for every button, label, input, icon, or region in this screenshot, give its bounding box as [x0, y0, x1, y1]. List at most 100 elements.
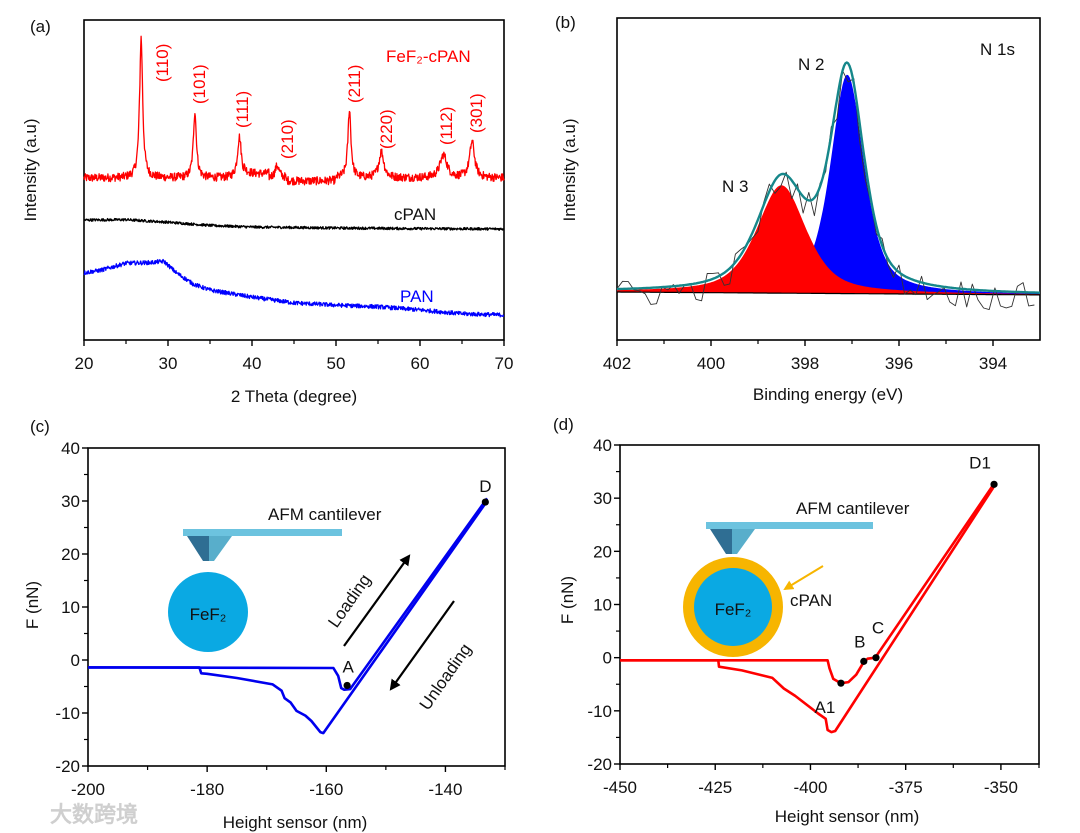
- y-tick-label: 0: [603, 649, 612, 668]
- peak-label: (211): [345, 65, 364, 103]
- y-tick-label: 40: [61, 439, 80, 458]
- peak-label: (110): [153, 44, 172, 82]
- point-a1: [837, 679, 845, 687]
- y-axis-title: Intensity (a.u): [560, 119, 579, 222]
- point-d: [481, 498, 489, 506]
- y-axis-title: Intensity (a.u): [21, 119, 40, 222]
- y-tick-label: 30: [593, 489, 612, 508]
- y-tick-label: -10: [55, 704, 80, 723]
- cantilever-label: AFM cantilever: [796, 499, 910, 518]
- particle-label: FeF₂: [190, 605, 227, 624]
- legend-pan: PAN: [400, 287, 434, 306]
- cantilever-icon-tip-light: [209, 536, 232, 561]
- x-tick-label: -375: [889, 778, 923, 797]
- x-tick-label: -160: [309, 780, 343, 799]
- x-tick-label: 30: [159, 354, 178, 373]
- point-label-d1: D1: [969, 453, 991, 472]
- panel-b-xps: 402 400 398 396 394 Binding energy (eV) Intens…: [555, 13, 1041, 404]
- approach-curve: [620, 484, 995, 685]
- plot-frame: [87, 447, 506, 767]
- x-axis-title: Height sensor (nm): [223, 813, 368, 832]
- peak-label: (220): [377, 109, 396, 149]
- y-tick-label: -20: [55, 757, 80, 776]
- y-tick-label: 20: [593, 542, 612, 561]
- particle-label: FeF₂: [715, 600, 752, 619]
- point-label-c: C: [872, 619, 884, 638]
- peak-label: (111): [233, 91, 252, 128]
- x-tick-label: -200: [71, 780, 105, 799]
- panel-c-afm-fef2: -200 -180 -160 -140 -20 -10 0 10 20 30 40 Height se…: [23, 417, 506, 832]
- y-tick-label: -20: [587, 755, 612, 774]
- unloading-arrow-icon: [389, 600, 455, 691]
- panel-d-afm-fef2-cpan: -450 -425 -400 -375 -350 -20 -10 0 10 20 30 40 Heigh…: [553, 415, 1040, 826]
- x-tick-label: -140: [428, 780, 462, 799]
- x-tick-label: -450: [603, 778, 637, 797]
- x-axis-title: Height sensor (nm): [775, 807, 920, 826]
- cpan-pointer-arrow-icon: [783, 565, 824, 591]
- envelope-fit-line: [617, 61, 1040, 294]
- point-label-b: B: [854, 632, 865, 651]
- legend-cpan: cPAN: [394, 205, 436, 224]
- x-tick-label: 400: [697, 354, 725, 373]
- x-tick-label: 40: [243, 354, 262, 373]
- fef2-particle-icon: [694, 568, 772, 646]
- peak-label: (301): [467, 93, 486, 133]
- x-tick-label: 398: [791, 354, 819, 373]
- panel-label: (c): [30, 417, 50, 436]
- x-tick-label: 396: [885, 354, 913, 373]
- approach-curve: [87, 497, 489, 691]
- x-axis-title: Binding energy (eV): [753, 385, 903, 404]
- y-tick-label: 0: [71, 651, 80, 670]
- panel-label: (a): [30, 17, 51, 36]
- y-tick-label: 10: [61, 598, 80, 617]
- unloading-label: Unloading: [416, 640, 475, 714]
- x-tick-label: -180: [190, 780, 224, 799]
- cpan-label: cPAN: [790, 591, 832, 610]
- series-cpan-line: [83, 217, 505, 231]
- spectrum-title: N 1s: [980, 40, 1015, 59]
- y-tick-label: 30: [61, 492, 80, 511]
- series-fef2-cpan-line: [83, 35, 505, 186]
- point-d1: [990, 480, 998, 488]
- cantilever-icon-beam: [706, 522, 873, 529]
- legend-fef2-cpan: FeF₂-cPAN: [386, 47, 471, 66]
- x-tick-label: -400: [793, 778, 827, 797]
- component-n3-area: [617, 185, 1040, 295]
- panel-a-xrd: 20 30 40 50 60 70 2 Theta (degree) Intensity (a…: [21, 17, 513, 406]
- cantilever-icon-tip-dark: [710, 529, 732, 554]
- point-b: [860, 657, 868, 665]
- x-tick-label: 20: [75, 354, 94, 373]
- x-axis-title: 2 Theta (degree): [231, 387, 357, 406]
- cantilever-icon-beam: [183, 529, 342, 536]
- point-c: [872, 654, 880, 662]
- watermark: 大数跨境: [50, 802, 138, 827]
- y-axis-title: F (nN): [558, 576, 577, 624]
- cantilever-icon-tip-dark: [187, 536, 209, 561]
- y-tick-label: 20: [61, 545, 80, 564]
- y-axis-title: F (nN): [23, 581, 42, 629]
- label-n2: N 2: [798, 55, 824, 74]
- peak-label: (112): [437, 107, 456, 145]
- loading-label: Loading: [324, 571, 374, 631]
- peak-label: (101): [190, 64, 209, 104]
- x-tick-label: 402: [603, 354, 631, 373]
- fef2-particle-icon: [168, 572, 248, 652]
- y-tick-label: -10: [587, 702, 612, 721]
- panel-label: (b): [555, 13, 576, 32]
- cantilever-icon-tip-light: [732, 529, 755, 554]
- y-tick-label: 40: [593, 436, 612, 455]
- panel-label: (d): [553, 415, 574, 434]
- retract-curve: [88, 500, 489, 735]
- component-n2-area: [617, 74, 1040, 295]
- label-n3: N 3: [722, 177, 748, 196]
- peak-label: (210): [278, 119, 297, 159]
- loading-arrow-icon: [343, 554, 411, 647]
- cantilever-label: AFM cantilever: [268, 505, 382, 524]
- point-label-d: D: [479, 477, 491, 496]
- x-tick-label: -350: [984, 778, 1018, 797]
- y-tick-label: 10: [593, 596, 612, 615]
- x-tick-label: -425: [698, 778, 732, 797]
- point-a: [343, 681, 351, 690]
- x-tick-label: 50: [327, 354, 346, 373]
